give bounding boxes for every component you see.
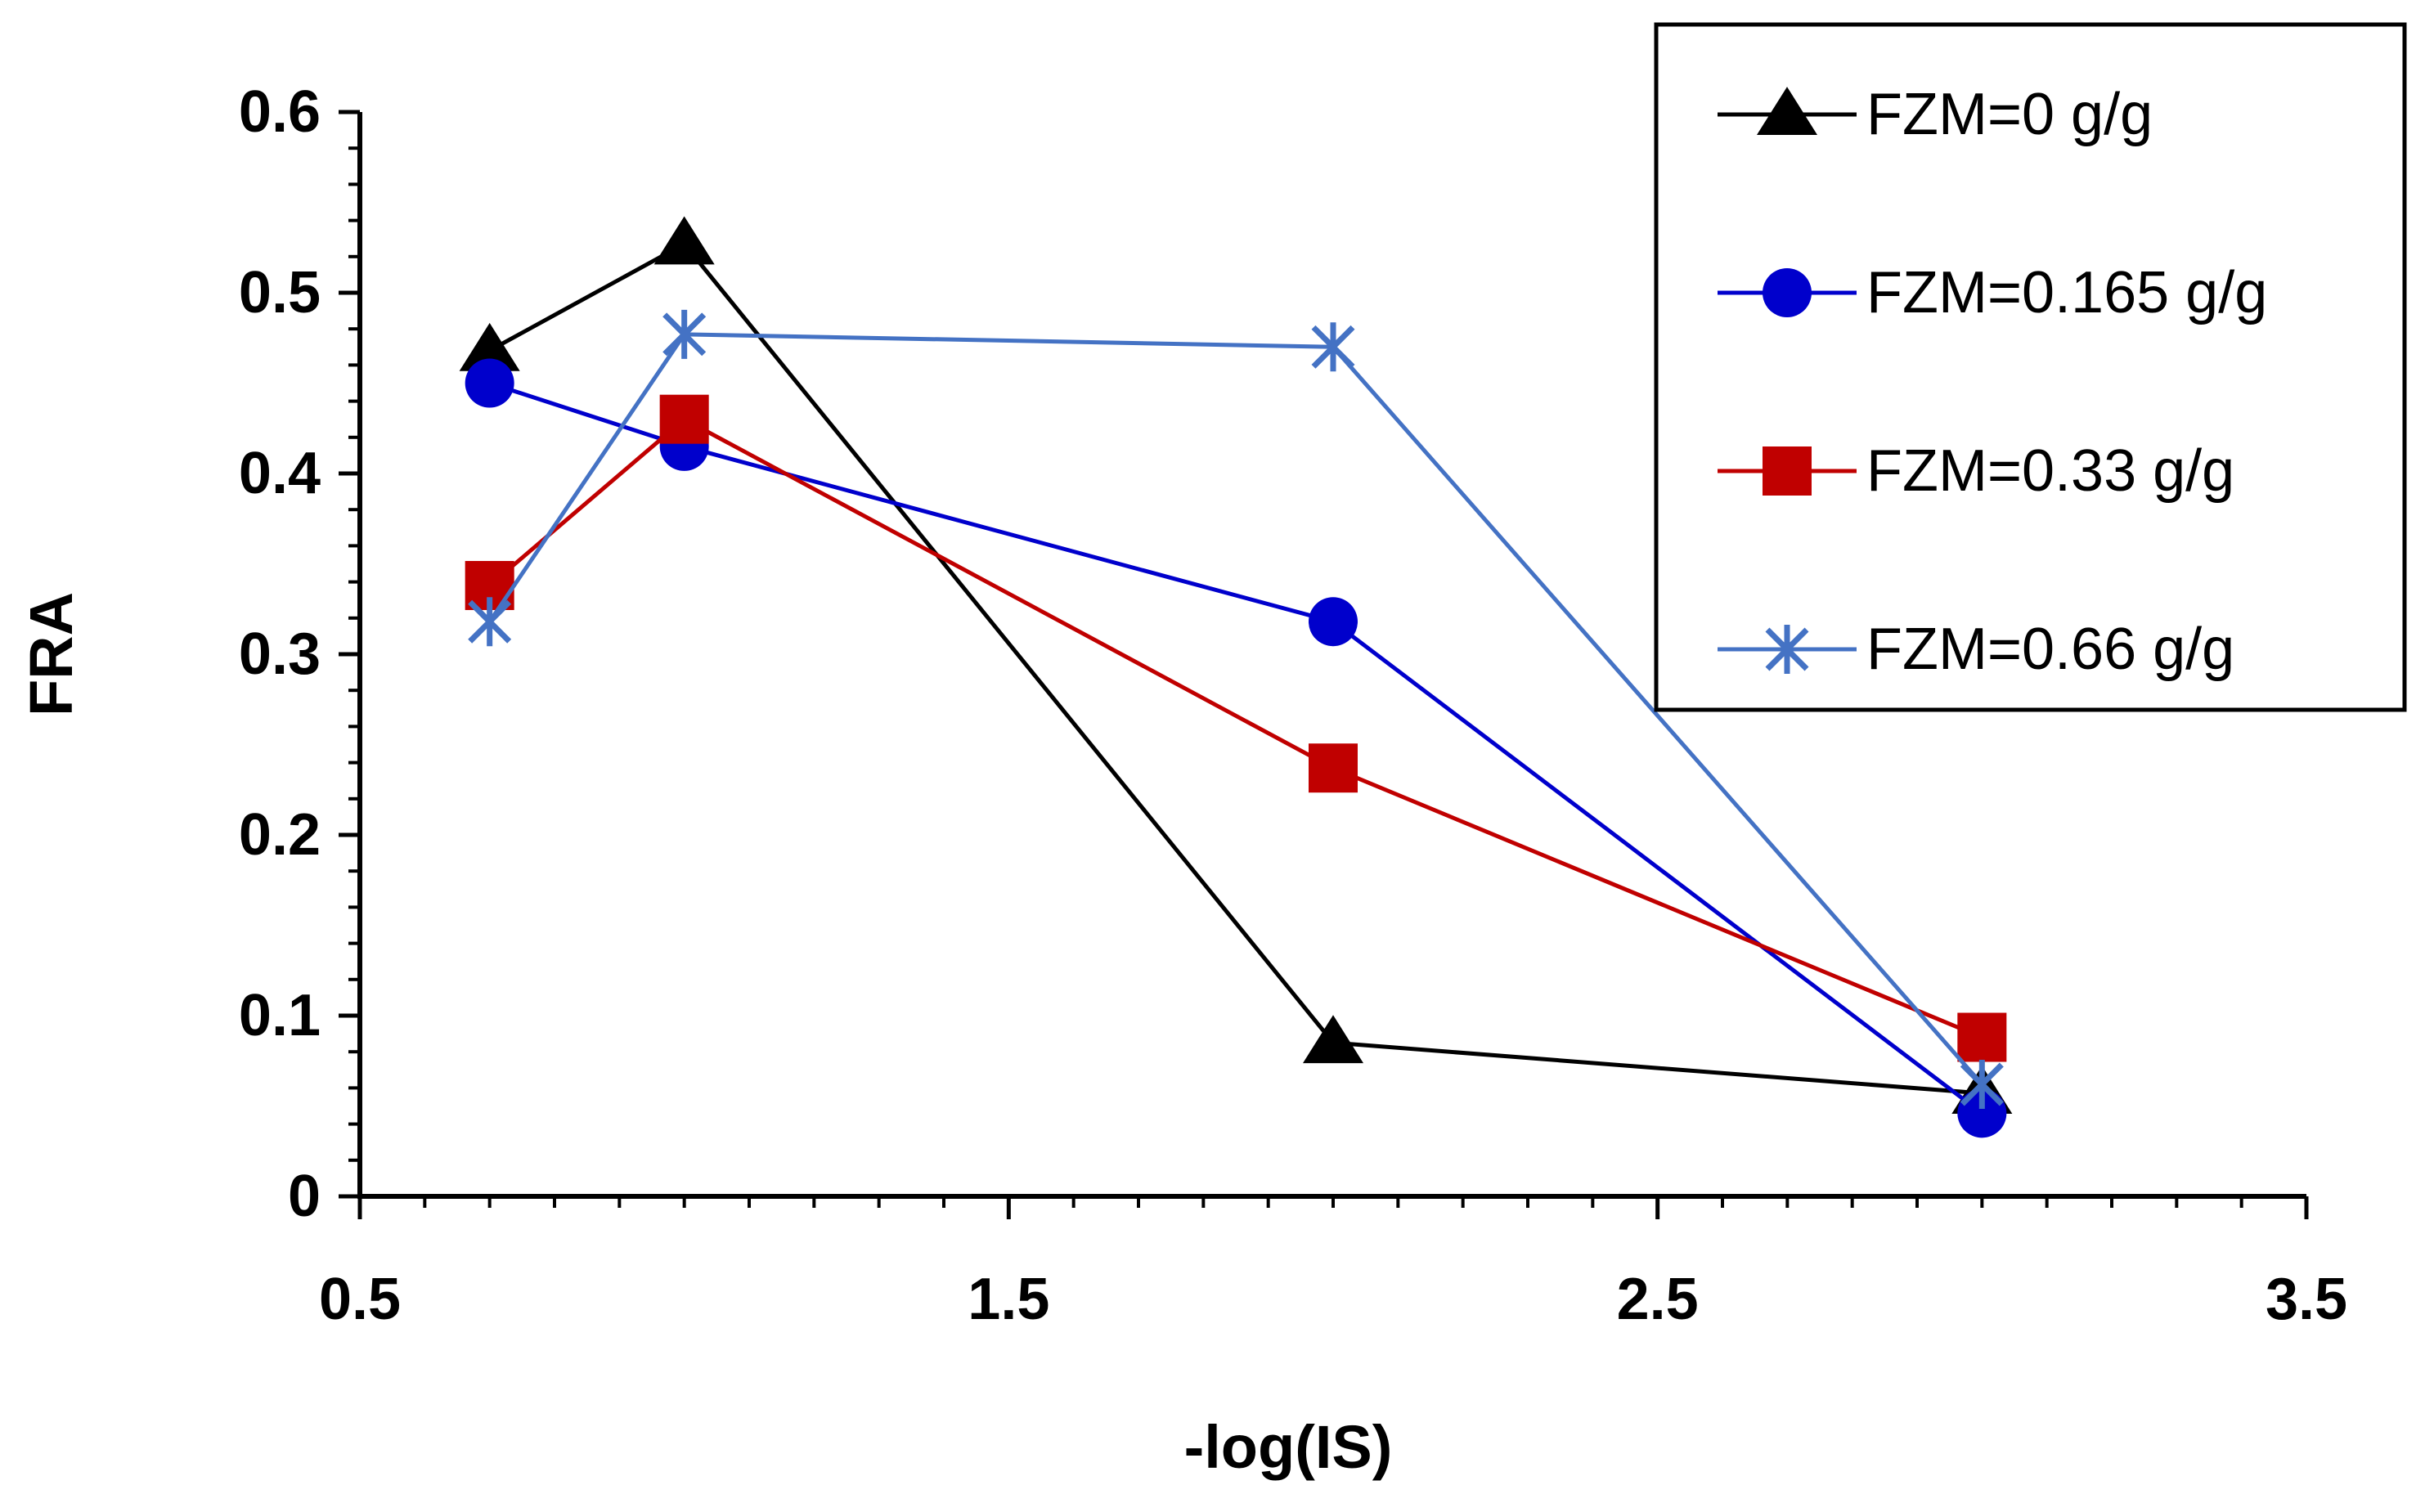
- legend-label: FZM=0.66 g/g: [1866, 617, 2234, 682]
- data-point: [662, 309, 707, 359]
- data-point-stroke: [662, 312, 707, 357]
- data-point-stroke: [468, 599, 512, 644]
- legend-marker: [1763, 446, 1812, 496]
- x-tick-label: 1.5: [968, 1267, 1049, 1332]
- legend-entry-3: FZM=0.33 g/g: [1718, 438, 2234, 504]
- data-point: [1309, 597, 1358, 647]
- legend-label: FZM=0 g/g: [1866, 82, 2153, 147]
- series-4: [468, 309, 2004, 1109]
- data-point: [659, 394, 709, 444]
- series-line: [487, 332, 1984, 1086]
- x-tick-label: 2.5: [1617, 1267, 1699, 1332]
- series-line: [488, 417, 1983, 1039]
- data-point: [465, 358, 514, 408]
- data-point-stroke: [1311, 325, 1355, 369]
- data-point: [1957, 1012, 2007, 1062]
- data-point-stroke: [1960, 1062, 2004, 1106]
- series-layer: [459, 216, 2013, 1138]
- y-tick-label: 0.2: [239, 802, 321, 868]
- legend-label: FZM=0.165 g/g: [1866, 260, 2267, 325]
- data-point: [653, 216, 715, 265]
- legend-entry-4: FZM=0.66 g/g: [1718, 617, 2234, 682]
- legend-marker: [1765, 625, 1809, 674]
- data-point: [1309, 743, 1358, 793]
- y-axis-title: FRA: [17, 592, 85, 716]
- data-point: [468, 597, 512, 647]
- x-tick-label: 0.5: [319, 1267, 401, 1332]
- y-tick-label: 0.4: [239, 441, 321, 506]
- legend-label: FZM=0.33 g/g: [1866, 438, 2234, 504]
- x-tick-label: 3.5: [2266, 1267, 2347, 1332]
- axes: 0 0.1 0.2 0.3 0.4 0.5 0.6 0.5 1.5 2.5 3.5 -log(IS) F…: [17, 79, 2347, 1481]
- legend-marker: [1756, 87, 1818, 135]
- legend-marker-stroke: [1765, 627, 1809, 671]
- series-line: [488, 241, 1983, 1096]
- data-point: [1960, 1059, 2004, 1109]
- legend-box: [1654, 22, 2407, 712]
- data-point: [1311, 322, 1355, 372]
- y-tick-label: 0.3: [239, 621, 321, 687]
- y-tick-label: 0.6: [239, 79, 321, 145]
- legend: FZM=0 g/g FZM=0.165 g/g FZM=0.33 g/g FZM=0.…: [1654, 22, 2407, 712]
- y-tick-label: 0.5: [239, 260, 321, 325]
- legend-entry-1: FZM=0 g/g: [1718, 82, 2153, 147]
- y-tick-label: 0: [288, 1164, 321, 1229]
- legend-entry-2: FZM=0.165 g/g: [1718, 260, 2267, 325]
- data-point: [1302, 1015, 1364, 1064]
- legend-marker: [1763, 268, 1812, 317]
- series-line: [488, 381, 1983, 1115]
- y-tick-label: 0.1: [239, 983, 321, 1048]
- x-axis-title: -log(IS): [1184, 1413, 1393, 1481]
- data-point: [1957, 1088, 2007, 1138]
